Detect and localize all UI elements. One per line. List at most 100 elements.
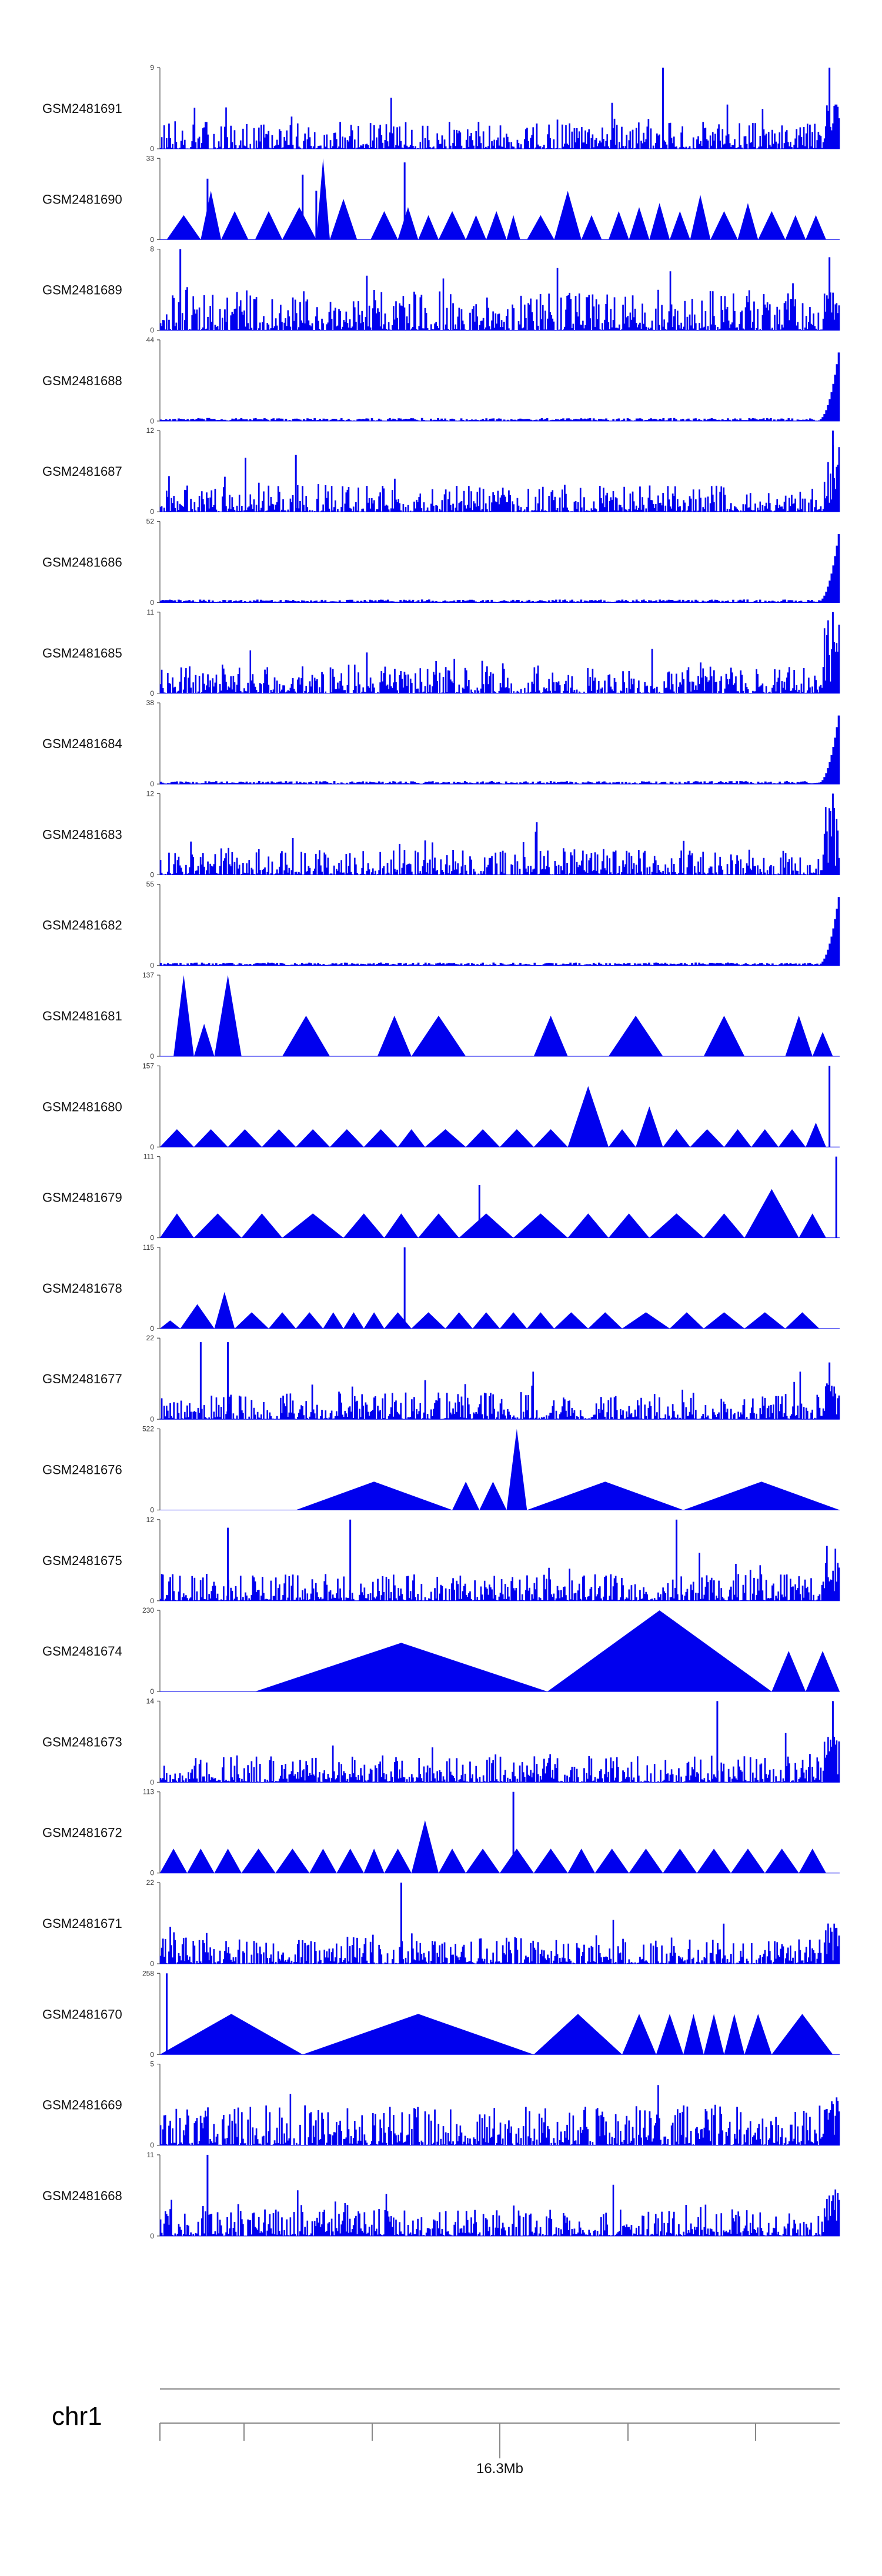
y-min-label: 0 — [150, 1415, 154, 1423]
coverage-peak — [316, 158, 330, 240]
track-label: GSM2481687 — [42, 464, 122, 479]
track-GSM2481684: GSM2481684 38 0 — [42, 699, 840, 788]
coverage-peak — [629, 207, 650, 240]
coverage-peak — [438, 1848, 466, 1873]
y-max-label: 44 — [146, 336, 155, 344]
track-label: GSM2481674 — [42, 1644, 122, 1659]
coverage-signal — [159, 620, 840, 694]
coverage-signal — [159, 98, 840, 149]
track-label: GSM2481676 — [42, 1463, 122, 1477]
coverage-spike — [835, 1156, 837, 1238]
coverage-peak — [554, 191, 582, 240]
coverage-spike — [831, 1701, 834, 1783]
track-GSM2481688: GSM2481688 44 0 — [42, 336, 840, 425]
coverage-peak — [683, 2014, 704, 2055]
coverage-peak — [309, 1848, 337, 1873]
y-min-label: 0 — [150, 599, 154, 607]
coverage-spike — [831, 612, 834, 693]
track-GSM2481682: GSM2481682 55 0 — [42, 880, 840, 970]
coverage-signal — [159, 352, 840, 422]
coverage-spike — [828, 68, 831, 149]
coverage-peak — [377, 1016, 412, 1056]
coverage-peak — [778, 1129, 806, 1147]
coverage-peak — [411, 1820, 439, 1873]
coverage-peak — [533, 1129, 568, 1147]
coverage-peak — [622, 1312, 670, 1329]
track-label: GSM2481682 — [42, 918, 122, 933]
y-max-label: 230 — [142, 1606, 154, 1614]
y-min-label: 0 — [150, 2232, 154, 2240]
coverage-spike — [227, 1342, 229, 1420]
coverage-peak — [214, 1848, 242, 1873]
coverage-peak — [466, 1129, 500, 1147]
coverage-peak — [363, 1129, 398, 1147]
coverage-peak — [418, 1213, 459, 1238]
coverage-peak — [703, 1312, 745, 1329]
coverage-peak — [703, 1016, 745, 1056]
coverage-peak — [670, 211, 690, 240]
y-min-label: 0 — [150, 235, 154, 243]
coverage-peak — [799, 1848, 826, 1873]
coverage-peak — [336, 1848, 364, 1873]
coverage-peak — [500, 1312, 527, 1329]
coverage-peak — [418, 215, 439, 240]
coverage-spike — [302, 174, 304, 240]
coverage-peak — [731, 1848, 765, 1873]
y-max-label: 22 — [146, 1334, 155, 1342]
coverage-peak — [663, 1129, 690, 1147]
coverage-peak — [330, 1129, 364, 1147]
coverage-peak — [506, 215, 520, 240]
y-max-label: 9 — [150, 64, 154, 72]
y-max-label: 11 — [147, 2151, 155, 2159]
track-label: GSM2481671 — [42, 1916, 122, 1931]
track-GSM2481689: GSM2481689 8 0 — [42, 245, 840, 335]
coverage-peak — [343, 1213, 385, 1238]
coverage-peak — [594, 1848, 629, 1873]
coverage-peak — [275, 1848, 310, 1873]
coverage-peak — [363, 1312, 385, 1329]
track-GSM2481670: GSM2481670 258 0 — [42, 1969, 840, 2058]
coverage-spike — [831, 793, 834, 875]
coverage-spike — [828, 1362, 831, 1420]
y-max-label: 111 — [143, 1153, 155, 1161]
coverage-signal — [159, 715, 840, 785]
track-GSM2481679: GSM2481679 111 0 — [42, 1153, 840, 1242]
coverage-spike — [295, 455, 297, 512]
coverage-spike — [199, 1342, 202, 1420]
coverage-peak — [479, 1481, 507, 1510]
coverage-peak — [649, 1213, 704, 1238]
coverage-peak — [806, 1651, 840, 1692]
track-label: GSM2481690 — [42, 192, 122, 206]
track-GSM2481676: GSM2481676 522 0 — [42, 1425, 840, 1514]
coverage-spike — [206, 178, 209, 240]
y-max-label: 5 — [150, 2060, 154, 2068]
coverage-signal — [159, 807, 840, 875]
y-min-label: 0 — [150, 1234, 154, 1242]
track-label: GSM2481685 — [42, 646, 122, 660]
coverage-peak — [806, 1122, 826, 1147]
track-GSM2481691: GSM2481691 9 0 — [42, 64, 840, 153]
track-label: GSM2481681 — [42, 1009, 122, 1023]
coverage-peak — [241, 1848, 276, 1873]
coverage-peak — [425, 1129, 466, 1147]
track-label: GSM2481679 — [42, 1190, 122, 1205]
coverage-peak — [710, 211, 738, 240]
coverage-peak — [459, 1213, 514, 1238]
coverage-spike — [828, 257, 831, 331]
coverage-signal — [159, 897, 840, 966]
coverage-peak — [228, 1129, 262, 1147]
y-min-label: 0 — [150, 1960, 154, 1968]
coverage-peak — [737, 203, 759, 240]
coverage-spike — [403, 1247, 406, 1329]
coverage-peak — [221, 211, 249, 240]
coverage-spike — [828, 1066, 831, 1147]
track-GSM2481677: GSM2481677 22 0 — [42, 1334, 840, 1423]
track-GSM2481673: GSM2481673 14 0 — [42, 1697, 840, 1786]
coverage-spike — [349, 1519, 352, 1601]
y-max-label: 22 — [146, 1878, 155, 1887]
coverage-spike — [662, 68, 664, 149]
coverage-peak — [513, 1213, 568, 1238]
y-min-label: 0 — [150, 689, 154, 698]
coverage-signal — [159, 534, 840, 603]
coverage-peak — [771, 2014, 833, 2055]
